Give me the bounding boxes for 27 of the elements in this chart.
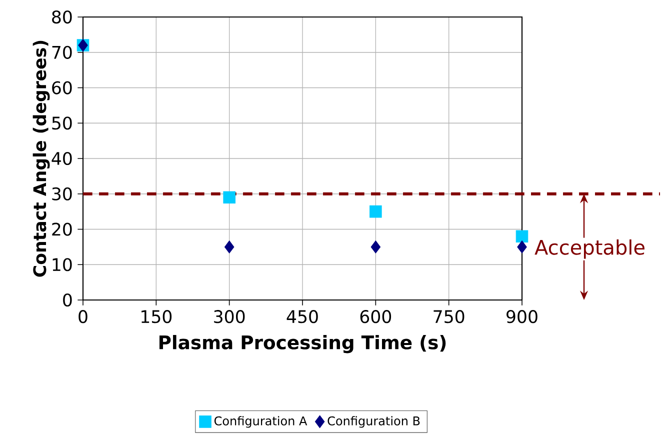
x-tick-label: 0 [78,310,88,324]
x-tick-label: 900 [506,310,538,324]
y-tick-label: 30 [52,187,72,200]
y-tick-label: 50 [52,116,72,130]
x-tick-label: 150 [142,310,172,324]
y-axis-title: Contact Angle (degrees) [32,40,50,277]
y-tick-label: 40 [52,152,72,166]
y-tick-label: 0 [63,293,72,307]
point [224,240,234,254]
x-tick-label: 600 [360,310,392,324]
y-tick-label: 20 [52,222,72,236]
legend-label: Configuration B [328,416,420,428]
y-tick-label: 10 [52,258,72,272]
point [517,240,527,254]
point [370,240,381,254]
y-tick-label: 70 [52,46,72,59]
legend-label: Configuration A [214,416,308,428]
text: Acceptable [534,239,644,259]
x-tick-label: 300 [214,310,245,324]
x-tick-label: 450 [286,310,318,324]
point [516,230,528,242]
y-tick-label: 60 [52,81,72,94]
point [223,191,236,204]
x-tick-label: 750 [434,310,464,324]
point [370,205,382,218]
x-axis-title: Plasma Processing Time (s) [159,334,446,354]
y-tick-label: 80 [52,10,72,24]
